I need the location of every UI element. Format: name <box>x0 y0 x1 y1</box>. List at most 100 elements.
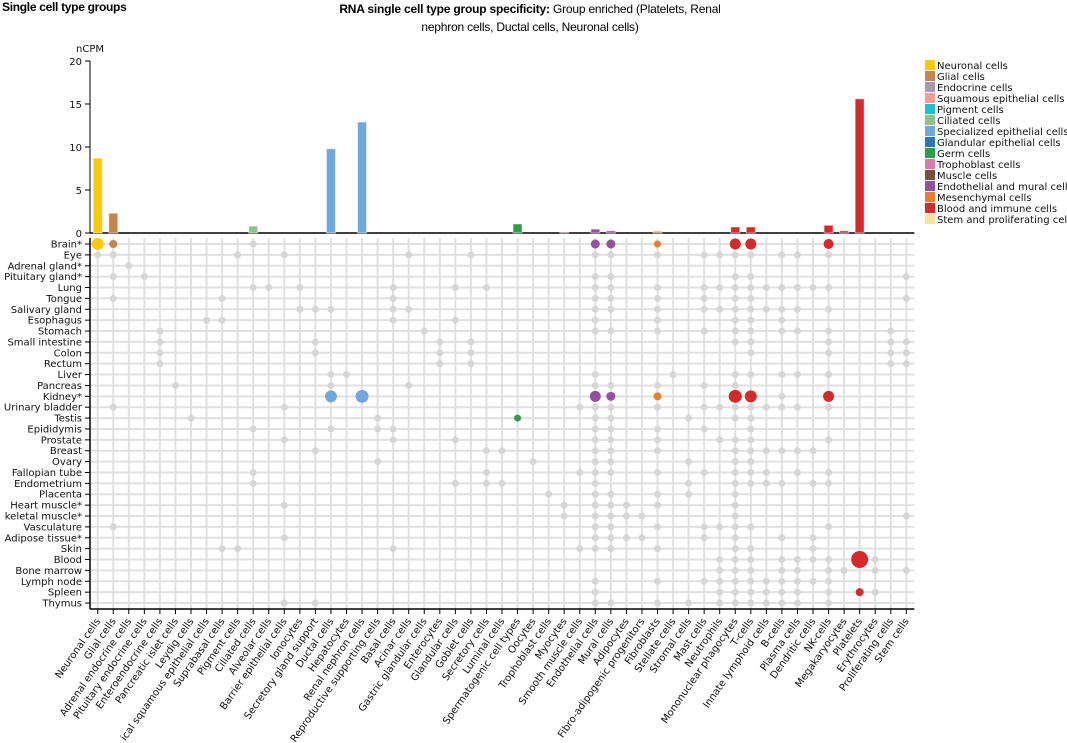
detected-dot <box>591 501 599 509</box>
detected-dot <box>887 349 895 357</box>
detected-dot <box>607 403 615 411</box>
detected-dot <box>700 425 708 433</box>
enriched-dot <box>514 414 522 422</box>
detected-dot <box>902 338 910 346</box>
detected-dot <box>654 251 661 259</box>
bar <box>605 230 616 234</box>
detected-dot <box>311 338 319 346</box>
detected-dot <box>731 327 739 335</box>
detected-dot <box>778 305 786 313</box>
detected-dot <box>747 371 755 379</box>
detected-dot <box>825 523 833 531</box>
detected-dot <box>560 501 568 509</box>
detected-dot <box>607 468 615 476</box>
detected-dot <box>654 468 661 476</box>
detected-dot <box>389 425 397 433</box>
bar <box>559 231 570 234</box>
detected-dot <box>762 599 770 607</box>
legend-label: Ciliated cells <box>937 116 1000 127</box>
tissue-label: Pituitary gland* <box>4 272 82 283</box>
detected-dot <box>778 371 786 379</box>
detected-dot <box>607 436 615 444</box>
bar <box>839 230 850 234</box>
detected-dot <box>731 316 739 324</box>
detected-dot <box>482 479 490 487</box>
bar <box>823 224 834 234</box>
detected-dot <box>311 349 319 357</box>
detected-dot <box>747 447 755 455</box>
detected-dot <box>654 577 661 585</box>
bar <box>325 148 336 234</box>
detected-dot <box>591 447 599 455</box>
detected-dot <box>700 294 708 302</box>
detected-dot <box>389 545 397 553</box>
detected-dot <box>778 327 786 335</box>
detected-dot <box>871 556 879 564</box>
detected-dot <box>389 316 397 324</box>
bar <box>745 226 756 234</box>
detected-dot <box>467 251 475 259</box>
detected-dot <box>809 556 817 564</box>
detected-dot <box>778 284 786 292</box>
enriched-dot <box>744 390 757 403</box>
detected-dot <box>747 468 755 476</box>
detected-dot <box>747 414 755 422</box>
bar <box>590 228 601 234</box>
detected-dot <box>716 566 724 574</box>
detected-dot <box>731 479 739 487</box>
detected-dot <box>109 403 117 411</box>
detected-dot <box>731 501 739 509</box>
detected-dot <box>747 251 755 259</box>
detected-dot <box>591 599 599 607</box>
detected-dot <box>731 294 739 302</box>
tissue-label: Thymus <box>41 599 82 610</box>
detected-dot <box>793 403 801 411</box>
detected-dot <box>716 251 724 259</box>
detected-dot <box>731 458 739 466</box>
detected-dot <box>638 512 646 520</box>
detected-dot <box>731 534 739 542</box>
detected-dot <box>825 599 833 607</box>
detected-dot <box>685 458 693 466</box>
tissue-label: Epididymis <box>27 424 82 435</box>
detected-dot <box>482 284 490 292</box>
detected-dot <box>311 305 319 313</box>
detected-dot <box>654 523 661 531</box>
detected-dot <box>825 371 833 379</box>
detected-dot <box>716 284 724 292</box>
detected-dot <box>343 371 350 379</box>
detected-dot <box>747 284 755 292</box>
detected-dot <box>591 414 599 422</box>
detected-dot <box>654 284 661 292</box>
tissue-label: Spleen <box>48 588 82 599</box>
legend-label: Mesenchymal cells <box>937 193 1031 204</box>
detected-dot <box>762 284 770 292</box>
detected-dot <box>825 588 833 596</box>
tissue-label: Kidney* <box>43 392 82 403</box>
legend-swatch <box>925 148 935 158</box>
detected-dot <box>747 338 755 346</box>
detected-dot <box>762 305 770 313</box>
detected-dot <box>156 327 164 335</box>
detected-dot <box>762 588 770 596</box>
detected-dot <box>825 479 833 487</box>
bar <box>92 157 103 234</box>
detected-dot <box>296 284 304 292</box>
detected-dot <box>436 338 444 346</box>
detected-dot <box>591 534 599 542</box>
detected-dot <box>747 273 755 281</box>
detected-dot <box>825 305 833 313</box>
enriched-dot <box>851 551 869 569</box>
tissue-label: Urinary bladder <box>4 403 83 414</box>
legend-swatch <box>925 93 935 103</box>
tissue-label: Breast <box>50 446 82 457</box>
detected-dot <box>731 436 739 444</box>
detected-dot <box>591 381 599 389</box>
detected-dot <box>793 251 801 259</box>
detected-dot <box>622 501 630 509</box>
detected-dot <box>793 566 801 574</box>
detected-dot <box>685 479 693 487</box>
detected-dot <box>700 327 708 335</box>
detected-dot <box>716 577 724 585</box>
